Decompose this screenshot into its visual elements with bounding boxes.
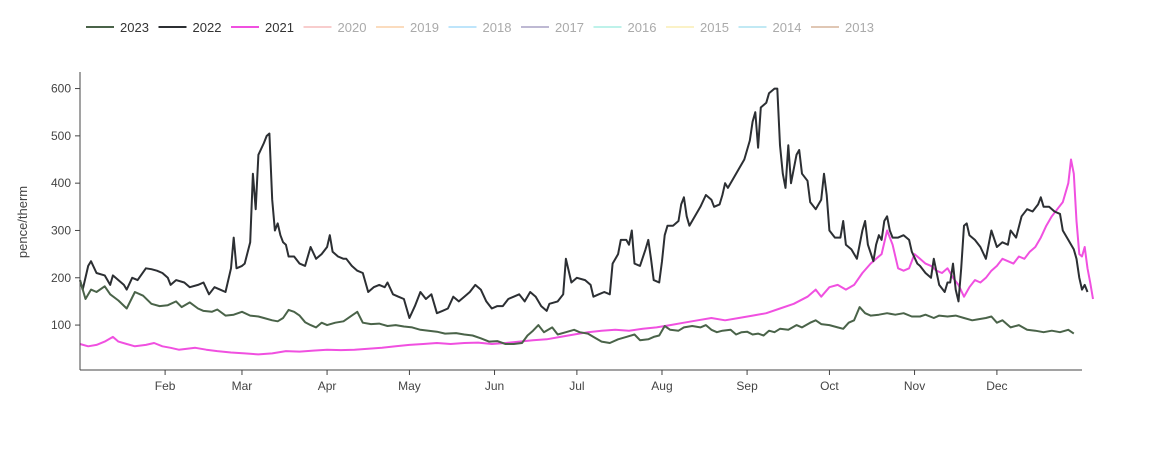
legend-item-2014[interactable]: 2014 [738,20,802,35]
legend-label: 2023 [120,20,149,35]
x-tick-label: Jun [485,379,504,393]
legend-item-2018[interactable]: 2018 [448,20,512,35]
legend-label: 2020 [338,20,367,35]
legend-item-2019[interactable]: 2019 [376,20,439,35]
legend-label: 2017 [555,20,584,35]
y-tick-label: 400 [51,176,71,190]
series-line-2021[interactable] [79,158,1094,356]
x-tick-label: Nov [904,379,925,393]
series-line-2022[interactable] [79,87,1089,319]
legend-label: 2016 [628,20,657,35]
series-line-2023[interactable] [79,279,1075,345]
axes: 100 200 300 400 500 600 Feb Mar Apr May Jun Jul Aug… [15,72,1082,393]
legend-item-2020[interactable]: 2020 [303,20,367,35]
x-tick-label: May [398,379,421,393]
y-tick-label: 200 [51,271,71,285]
x-tick-label: Sep [736,379,758,393]
legend-item-2023[interactable]: 2023 [86,20,149,35]
legend-item-2013[interactable]: 2013 [811,20,874,35]
x-axis-ticks: Feb Mar Apr May Jun Jul Aug Sep Oct Nov Dec [155,370,1008,393]
y-axis-title: pence/therm [15,186,30,258]
x-tick-label: Mar [232,379,253,393]
legend-label: 2022 [193,20,222,35]
y-tick-label: 100 [51,318,71,332]
y-tick-label: 600 [51,82,71,96]
legend-label: 2014 [773,20,802,35]
legend-item-2016[interactable]: 2016 [593,20,657,35]
legend-label: 2015 [700,20,729,35]
x-tick-label: Dec [986,379,1007,393]
legend-item-2021[interactable]: 2021 [231,20,294,35]
legend-item-2015[interactable]: 2015 [666,20,729,35]
series-lines [79,87,1094,356]
y-tick-label: 500 [51,129,71,143]
x-tick-label: Oct [820,379,839,393]
x-tick-label: Feb [155,379,176,393]
x-tick-label: Jul [569,379,584,393]
legend-label: 2021 [265,20,294,35]
x-tick-label: Aug [651,379,672,393]
y-axis-ticks: 100 200 300 400 500 600 [51,82,80,332]
legend-item-2017[interactable]: 2017 [521,20,584,35]
legend-label: 2013 [845,20,874,35]
x-tick-label: Apr [318,379,337,393]
legend: 2023 2022 2021 2020 2019 2018 2017 2016 2015 2014… [86,20,874,35]
y-tick-label: 300 [51,223,71,237]
legend-label: 2018 [483,20,512,35]
legend-label: 2019 [410,20,439,35]
legend-item-2022[interactable]: 2022 [158,20,222,35]
